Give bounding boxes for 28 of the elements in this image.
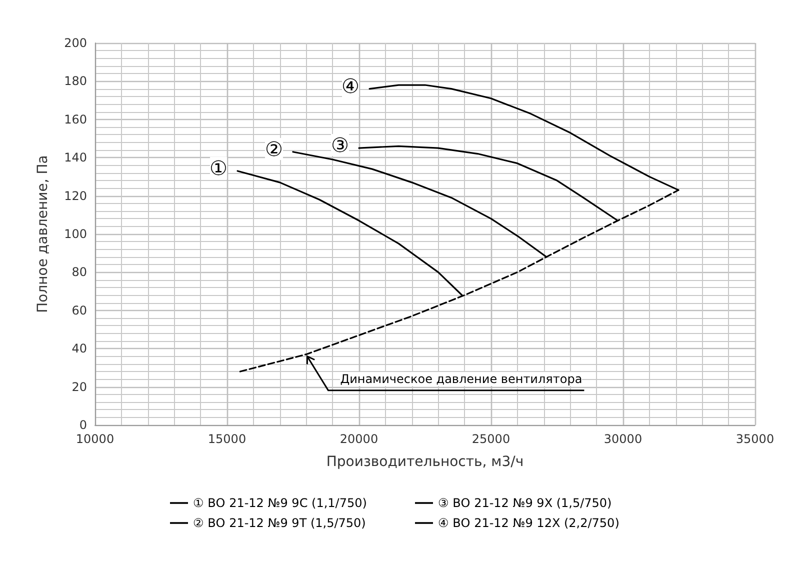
annotation: ④	[342, 74, 360, 98]
legend-label: ② ВО 21-12 №9 9Т (1,5/750)	[193, 516, 366, 530]
x-tick-label: 15000	[208, 432, 246, 446]
x-tick-label: 20000	[340, 432, 378, 446]
x-axis-title: Производительность, м3/ч	[326, 454, 524, 470]
y-tick-label: 60	[72, 303, 87, 318]
y-tick-label: 0	[79, 418, 87, 432]
y-tick-label: 180	[64, 74, 87, 88]
y-tick-label: 120	[64, 188, 87, 203]
x-tick-label: 10000	[76, 432, 114, 446]
legend-label: ③ ВО 21-12 №9 9Х (1,5/750)	[438, 496, 612, 510]
annotation: ①	[210, 156, 228, 180]
legend-label: ① ВО 21-12 №9 9С (1,1/750)	[193, 496, 367, 510]
y-tick-label: 100	[64, 227, 87, 241]
y-tick-label: 40	[72, 342, 87, 356]
annotation: ③	[331, 133, 349, 158]
y-tick-label: 20	[72, 380, 87, 394]
x-tick-label: 35000	[736, 432, 774, 446]
y-axis-title: Полное давление, Па	[35, 155, 51, 313]
x-tick-label: 25000	[472, 432, 510, 446]
y-tick-label: 200	[64, 36, 87, 50]
y-tick-label: 80	[72, 265, 87, 280]
y-tick-label: 160	[64, 112, 87, 126]
annotation: Динамическое давление вентилятора	[340, 372, 582, 386]
legend-label: ④ ВО 21-12 №9 12Х (2,2/750)	[438, 516, 620, 530]
x-tick-label: 30000	[604, 432, 642, 446]
y-tick-label: 140	[64, 150, 87, 165]
annotation: ②	[265, 136, 283, 161]
